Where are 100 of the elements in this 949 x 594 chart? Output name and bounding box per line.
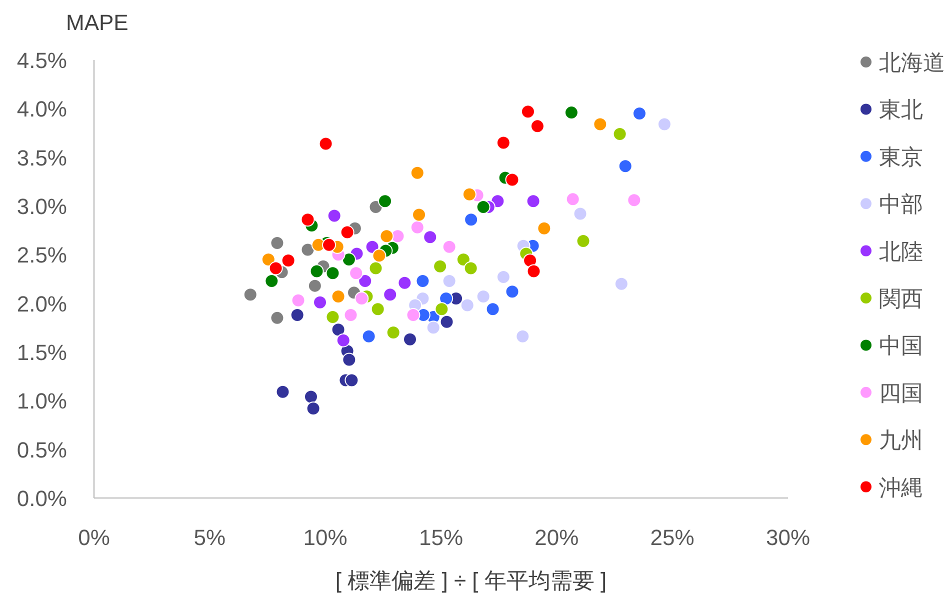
point [304, 390, 318, 404]
legend-label: 沖縄 [879, 474, 923, 500]
y-tick-label: 1.5% [16, 340, 67, 365]
point [270, 236, 284, 250]
point [344, 373, 359, 388]
point [657, 117, 672, 132]
point [300, 212, 315, 227]
point [354, 291, 369, 306]
point [281, 254, 296, 268]
point [614, 276, 628, 291]
point [423, 230, 438, 244]
legend-label: 北海道 [879, 50, 945, 75]
y-tick-label: 4.5% [16, 48, 67, 73]
point [368, 261, 383, 276]
point [460, 298, 474, 312]
x-tick-label: 5% [194, 525, 226, 550]
point [523, 254, 538, 268]
point [358, 274, 372, 288]
point [486, 302, 500, 316]
point [268, 261, 283, 276]
point [520, 104, 535, 119]
point [593, 117, 608, 132]
legend-label: 関西 [879, 286, 923, 311]
point [434, 302, 449, 316]
x-tick-label: 25% [650, 525, 694, 550]
x-tick-label: 10% [303, 525, 348, 550]
point [526, 194, 540, 208]
point [340, 225, 354, 240]
point [318, 136, 333, 151]
point [342, 352, 356, 367]
point [327, 208, 342, 223]
point [462, 187, 476, 202]
point [403, 332, 417, 346]
y-tick-label: 3.5% [16, 145, 67, 170]
point [496, 136, 510, 150]
point [564, 106, 578, 120]
point [331, 290, 346, 304]
point [416, 274, 430, 288]
point [313, 295, 328, 310]
point [380, 229, 394, 244]
x-tick-label: 20% [534, 525, 579, 550]
y-tick-label: 0.5% [16, 437, 67, 462]
point [308, 278, 322, 293]
point [300, 242, 315, 257]
point [326, 266, 340, 280]
point [439, 291, 454, 306]
point [276, 384, 290, 399]
point [336, 333, 350, 348]
point [410, 166, 424, 180]
point [442, 240, 456, 254]
point [516, 329, 530, 344]
y-tick-label: 0.0% [16, 486, 67, 511]
point [331, 322, 346, 337]
point [264, 274, 279, 288]
point [530, 119, 544, 134]
legend-label: 四国 [879, 380, 923, 406]
y-tick-label: 3.0% [16, 194, 67, 219]
point [537, 221, 552, 236]
point [398, 276, 412, 290]
point [370, 302, 385, 316]
point [386, 326, 400, 340]
point [456, 252, 470, 267]
point [632, 106, 646, 121]
point [326, 310, 340, 324]
point [505, 172, 520, 187]
point [464, 261, 478, 276]
point [378, 194, 392, 208]
point [476, 290, 490, 304]
point [618, 159, 632, 174]
y-tick-label: 4.0% [16, 96, 67, 122]
point [573, 206, 588, 221]
legend-label: 中国 [879, 333, 923, 358]
legend-label: 中部 [879, 192, 923, 217]
point [426, 320, 440, 335]
point [270, 310, 284, 325]
legend-label: 北陸 [879, 238, 923, 264]
point [464, 212, 478, 227]
point [440, 314, 454, 329]
y-tick-label: 2.0% [16, 291, 67, 316]
point [566, 192, 580, 206]
point [505, 284, 520, 299]
legend-label: 九州 [879, 428, 923, 453]
point [362, 329, 376, 344]
point [526, 264, 541, 278]
point [261, 252, 276, 267]
x-axis-title: [ 標準偏差 ] ÷ [ 年平均需要 ] [335, 568, 607, 593]
point [344, 308, 358, 322]
y-tick-label: 1.0% [16, 388, 67, 414]
point [576, 234, 590, 248]
point [342, 252, 356, 267]
y-tick-label: 2.5% [16, 242, 67, 268]
point [406, 308, 420, 322]
point [349, 266, 364, 280]
point [322, 238, 336, 252]
point [612, 126, 627, 141]
x-tick-label: 30% [766, 525, 810, 550]
point [496, 270, 510, 284]
x-tick-label: 0% [78, 525, 110, 550]
point [627, 193, 642, 208]
point [383, 288, 398, 302]
